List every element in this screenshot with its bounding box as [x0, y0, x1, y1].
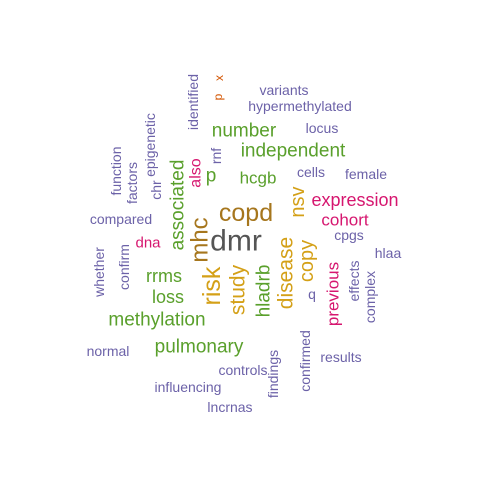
cloud-word: risk	[198, 266, 226, 305]
cloud-word: p	[211, 93, 225, 100]
cloud-word: number	[212, 121, 277, 142]
cloud-word: dmr	[210, 225, 262, 258]
cloud-word: results	[320, 349, 361, 365]
cloud-word: dna	[135, 235, 161, 252]
cloud-word: previous	[324, 262, 343, 326]
cloud-word: expression	[311, 190, 398, 210]
cloud-word: cohort	[321, 211, 369, 230]
cloud-word: function	[108, 146, 124, 195]
cloud-word: pulmonary	[155, 337, 244, 358]
cloud-word: locus	[306, 120, 339, 136]
cloud-word: female	[345, 166, 387, 182]
cloud-word: rrms	[146, 266, 182, 286]
cloud-word: cpgs	[334, 227, 364, 243]
cloud-word: controls	[218, 362, 267, 378]
cloud-word: normal	[87, 343, 130, 359]
cloud-word: hladrb	[254, 265, 275, 318]
cloud-word: cells	[297, 164, 325, 180]
cloud-word: associated	[168, 160, 189, 251]
cloud-word: methylation	[108, 310, 205, 331]
cloud-word: copd	[219, 199, 273, 227]
cloud-word: hcgb	[240, 169, 277, 188]
cloud-word: epigenetic	[142, 113, 158, 177]
cloud-word: hypermethylated	[248, 98, 352, 114]
cloud-word: confirm	[116, 244, 132, 290]
cloud-word: compared	[90, 211, 152, 227]
cloud-word: rnf	[208, 148, 224, 164]
cloud-word: influencing	[155, 379, 222, 395]
cloud-word: also	[188, 158, 205, 187]
cloud-word: copy	[296, 240, 318, 282]
cloud-word: confirmed	[297, 330, 313, 391]
cloud-word: chr	[148, 180, 164, 200]
cloud-word: study	[227, 264, 250, 315]
cloud-word: effects	[346, 261, 362, 302]
cloud-word: mhc	[187, 217, 214, 262]
cloud-word: factors	[124, 162, 140, 204]
cloud-word: findings	[265, 350, 281, 398]
cloud-word: p	[206, 166, 217, 187]
cloud-word: nsv	[287, 186, 309, 217]
cloud-word: hlaa	[375, 245, 402, 261]
cloud-word: variants	[259, 82, 308, 98]
cloud-word: independent	[241, 141, 346, 162]
cloud-word: disease	[275, 237, 298, 309]
cloud-word: whether	[91, 247, 107, 298]
cloud-word: loss	[152, 287, 184, 307]
cloud-word: complex	[362, 271, 378, 323]
cloud-word: identified	[185, 74, 201, 130]
cloud-word: q	[308, 286, 316, 302]
cloud-word: lncrnas	[207, 399, 252, 415]
cloud-word: x	[212, 75, 226, 81]
